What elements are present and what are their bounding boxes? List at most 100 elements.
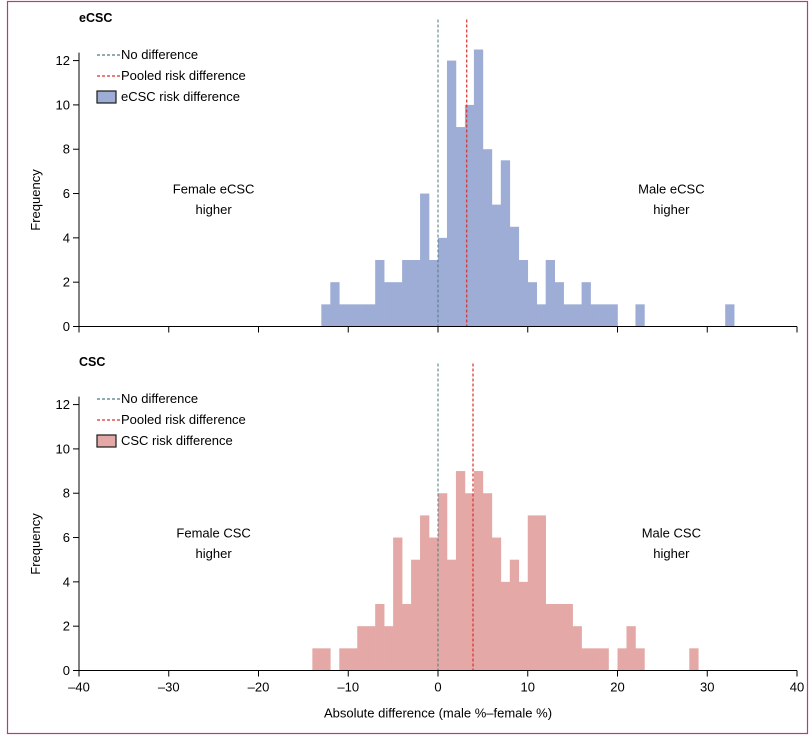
y-tick-label: 12 — [56, 53, 70, 68]
legend-label: Pooled risk difference — [121, 68, 246, 83]
histogram-bar — [446, 60, 457, 327]
histogram-bar — [429, 260, 439, 327]
histogram-bar — [357, 304, 367, 327]
histogram-bar — [482, 149, 493, 327]
histogram-bar — [527, 515, 538, 671]
histogram-bar — [572, 626, 582, 671]
legend-label: CSC risk difference — [121, 433, 233, 448]
histogram-bar — [473, 471, 484, 671]
histogram-bar — [545, 260, 555, 327]
histogram-bar — [635, 648, 645, 671]
histogram-bar — [554, 604, 564, 671]
y-tick-label: 12 — [56, 397, 70, 412]
histogram-bar — [509, 226, 520, 327]
annotation-line: higher — [653, 546, 690, 561]
annotation-line: Male CSC — [642, 526, 701, 541]
histogram-bar — [357, 626, 367, 671]
histogram-bar — [626, 626, 636, 671]
y-tick-label: 2 — [63, 275, 70, 290]
histogram-bar — [581, 648, 591, 671]
histogram-bar — [581, 282, 591, 327]
histogram-bar — [348, 304, 358, 327]
histogram-bar — [348, 648, 358, 671]
histogram-bar — [366, 626, 376, 671]
histogram-bar — [321, 304, 331, 327]
annotation-line: higher — [196, 202, 233, 217]
annotation-line: Male eCSC — [638, 182, 704, 197]
histogram-bar — [411, 260, 421, 327]
y-tick-label: 10 — [56, 441, 70, 456]
y-axis-label: Frequency — [28, 169, 43, 231]
histogram-bar — [599, 648, 609, 671]
histogram-bar — [590, 304, 600, 327]
y-tick-label: 10 — [56, 97, 70, 112]
annotation: Female eCSC higher — [173, 182, 255, 218]
histogram-bar — [545, 604, 555, 671]
histogram-bar — [473, 49, 484, 327]
histogram-bar — [330, 282, 340, 327]
histogram-bar — [438, 237, 448, 327]
y-tick-label: 8 — [63, 486, 70, 501]
x-tick-label: 30 — [700, 680, 714, 695]
legend-label: No difference — [121, 391, 198, 406]
x-tick-label: 20 — [610, 680, 624, 695]
y-tick-label: 6 — [63, 186, 70, 201]
annotation: Male eCSC higher — [638, 182, 704, 218]
histogram-bar — [635, 304, 645, 327]
x-axis-label: Absolute difference (male %–female %) — [324, 706, 552, 721]
histogram-bar — [446, 559, 457, 671]
histogram-bar — [384, 282, 394, 327]
histogram-bar — [491, 204, 502, 327]
histogram-bar — [689, 648, 699, 671]
annotation-line: higher — [653, 202, 690, 217]
histogram-bar — [438, 493, 448, 671]
x-tick-label: –20 — [248, 680, 270, 695]
y-tick-label: 8 — [63, 142, 70, 157]
histogram-bar — [402, 260, 412, 327]
annotation-line: higher — [196, 546, 233, 561]
histogram-bar — [617, 648, 627, 671]
histogram-bar — [420, 193, 430, 327]
histogram-bar — [572, 304, 582, 327]
histogram-bar — [599, 304, 609, 327]
x-tick-label: –10 — [337, 680, 359, 695]
y-axis-label: Frequency — [28, 513, 43, 575]
annotation: Male CSC higher — [642, 526, 701, 562]
histogram-bar — [482, 493, 493, 671]
legend: No difference Pooled risk difference eCSC … — [96, 47, 246, 104]
histogram-bar — [375, 260, 385, 327]
histogram-bar — [339, 304, 349, 327]
histogram-bar — [500, 160, 511, 327]
panel-title: eCSC — [79, 11, 112, 25]
histogram-bar — [491, 537, 502, 671]
histogram-bar — [518, 581, 529, 671]
histogram-bar — [339, 648, 349, 671]
histogram-bar — [393, 282, 403, 327]
x-tick-label: 10 — [521, 680, 535, 695]
histogram-bar — [312, 648, 322, 671]
histogram-bar — [375, 604, 385, 671]
panels: eCSC 0 2 4 6 8 10 12 Frequency No difference Poole… — [28, 11, 804, 721]
histogram-bar — [554, 282, 564, 327]
histogram-bar — [563, 604, 573, 671]
y-tick-label: 0 — [63, 663, 70, 678]
histogram-bar — [563, 304, 573, 327]
histogram-bar — [455, 127, 466, 327]
y-tick-label: 4 — [63, 230, 70, 245]
histogram-bar — [536, 304, 546, 327]
histogram-bar — [464, 493, 475, 671]
chart-panel-ecsc: eCSC 0 2 4 6 8 10 12 Frequency No difference Poole… — [28, 11, 798, 334]
histogram-bar — [500, 581, 511, 671]
y-tick-label: 6 — [63, 530, 70, 545]
x-tick-label: –30 — [158, 680, 180, 695]
panel-title: CSC — [79, 355, 105, 369]
histogram-bar — [366, 304, 376, 327]
histogram-bar — [420, 515, 430, 671]
legend-label: No difference — [121, 47, 198, 62]
annotation-line: Female eCSC — [173, 182, 255, 197]
histogram-bar — [393, 537, 403, 671]
histogram-bar — [429, 537, 439, 671]
legend-patch-swatch — [96, 434, 117, 448]
histogram-bar — [527, 282, 538, 327]
histogram-bar — [518, 260, 529, 327]
